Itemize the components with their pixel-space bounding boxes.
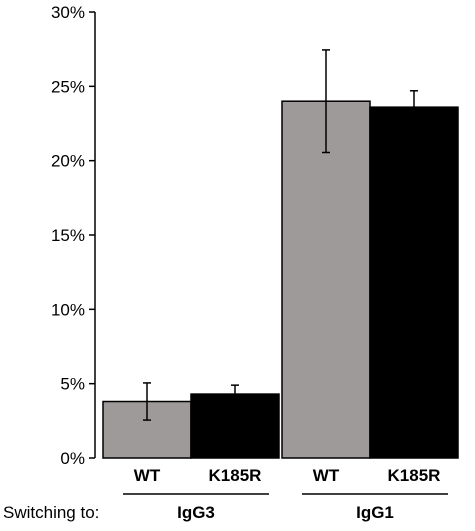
group-label: IgG1 [356,503,394,522]
category-label: K185R [209,466,262,485]
bar [369,106,459,459]
y-tick-label: 20% [51,152,85,171]
bar [190,393,280,459]
y-tick-label: 15% [51,226,85,245]
axis-layer: 0% 5% 10% 15% 20% 25% 30% [51,3,96,468]
category-label: WT [313,466,340,485]
y-tick-label: 5% [60,375,85,394]
bar [281,100,371,459]
switching-to-label: Switching to: [3,503,99,522]
y-tick-label: 25% [51,77,85,96]
group-label: IgG3 [177,503,215,522]
y-tick-label: 30% [51,3,85,22]
y-tick-label: 10% [51,300,85,319]
label-layer: WT K185R IgG3 WT K185R IgG1 Switching to: [3,466,448,522]
category-label: WT [134,466,161,485]
category-label: K185R [388,466,441,485]
y-tick-label: 0% [60,449,85,468]
bar-layer [102,49,459,459]
